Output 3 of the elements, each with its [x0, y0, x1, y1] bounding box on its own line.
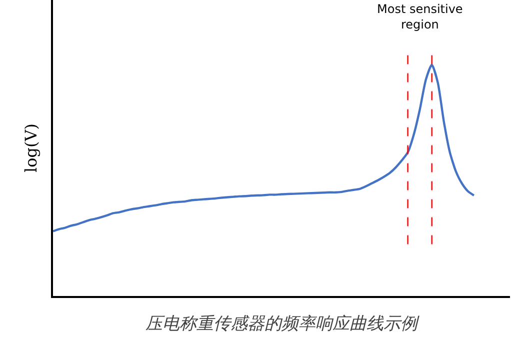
x-axis-title: 压电称重传感器的频率响应曲线示例 — [146, 314, 420, 334]
text: Most sensitive region — [377, 2, 463, 32]
y-axis-title: log(V) — [22, 123, 41, 173]
